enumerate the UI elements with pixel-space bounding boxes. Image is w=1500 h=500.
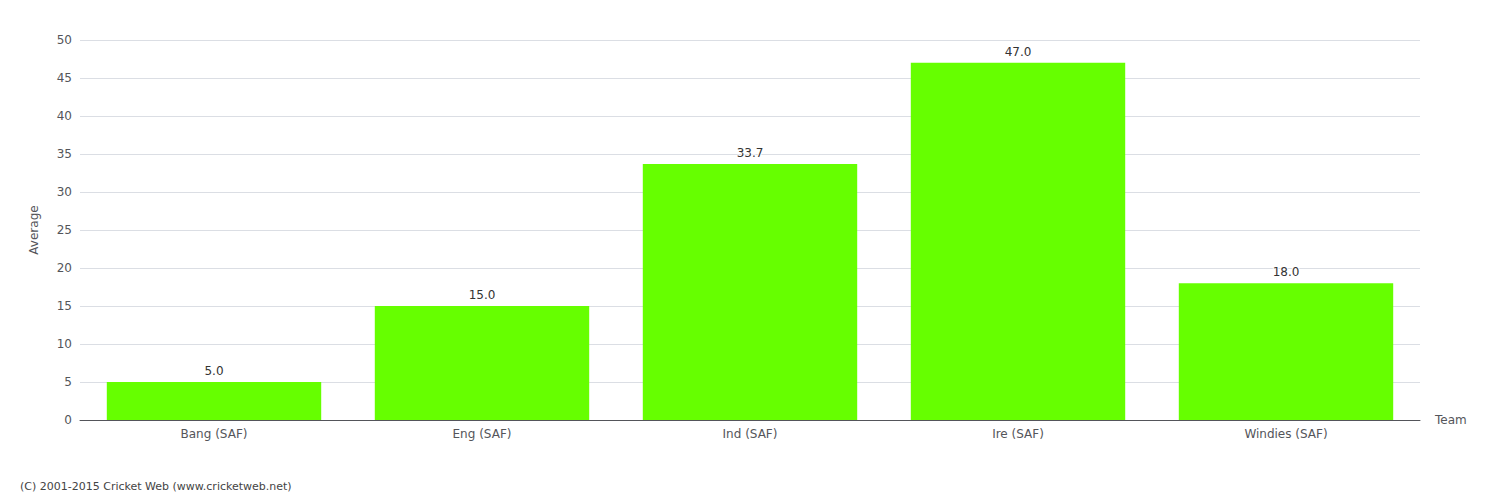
svg-text:40: 40: [57, 109, 72, 123]
svg-text:Ire (SAF): Ire (SAF): [992, 427, 1044, 441]
svg-text:15: 15: [57, 299, 72, 313]
svg-text:5.0: 5.0: [204, 364, 223, 378]
svg-text:Ind (SAF): Ind (SAF): [723, 427, 778, 441]
svg-text:30: 30: [57, 185, 72, 199]
svg-text:25: 25: [57, 223, 72, 237]
svg-text:33.7: 33.7: [737, 146, 764, 160]
svg-text:45: 45: [57, 71, 72, 85]
svg-text:Windies (SAF): Windies (SAF): [1244, 427, 1327, 441]
svg-text:35: 35: [57, 147, 72, 161]
svg-text:18.0: 18.0: [1273, 265, 1300, 279]
svg-text:Bang (SAF): Bang (SAF): [181, 427, 248, 441]
svg-text:47.0: 47.0: [1005, 45, 1032, 59]
svg-text:Average: Average: [27, 205, 41, 254]
svg-text:0: 0: [64, 413, 72, 427]
svg-text:10: 10: [57, 337, 72, 351]
svg-text:15.0: 15.0: [469, 288, 496, 302]
svg-text:50: 50: [57, 33, 72, 47]
svg-text:Eng (SAF): Eng (SAF): [453, 427, 512, 441]
svg-text:(C) 2001-2015 Cricket Web (www: (C) 2001-2015 Cricket Web (www.cricketwe…: [20, 480, 292, 493]
svg-text:20: 20: [57, 261, 72, 275]
svg-text:Team: Team: [1434, 413, 1467, 427]
svg-text:5: 5: [64, 375, 72, 389]
